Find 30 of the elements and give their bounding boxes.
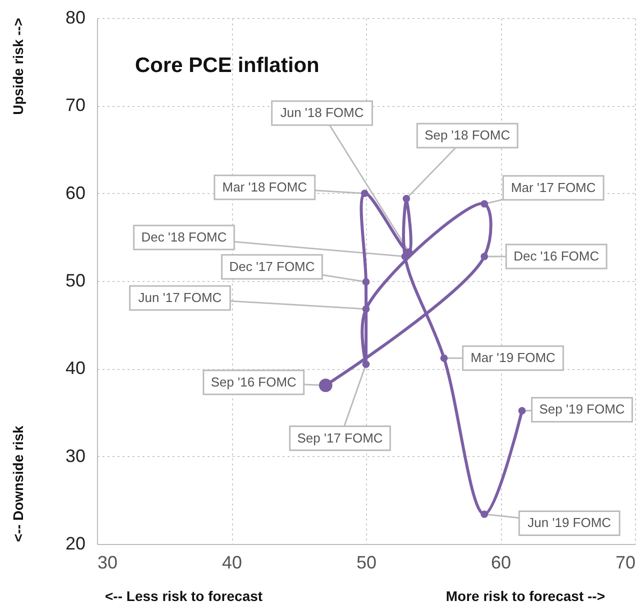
y-tick-label: 80 (65, 8, 86, 28)
y-tick-label: 60 (65, 182, 86, 203)
y-tick-label: 40 (65, 358, 86, 378)
annotation: Mar '19 FOMC (470, 350, 556, 366)
x-tick-label: 30 (98, 552, 118, 572)
annotation: Mar '17 FOMC (510, 180, 596, 195)
annotation: Sep '19 FOMC (539, 402, 625, 417)
text: Core PCE inflation (135, 54, 320, 77)
annotation: Sep '16 FOMC (210, 374, 296, 390)
annotation: Mar '18 FOMC (222, 179, 308, 194)
annotation: Jun '19 FOMC (528, 515, 612, 530)
x-tick-label: 40 (222, 552, 242, 572)
annotation: Sep '18 FOMC (424, 128, 510, 143)
x-tick-label: 70 (615, 552, 636, 572)
annotation: Dec '18 FOMC (141, 229, 227, 244)
y-tick-label: 50 (65, 270, 86, 290)
annotation: Dec '16 FOMC (514, 248, 600, 264)
annotation: Jun '17 FOMC (138, 290, 222, 306)
x-tick-label: 50 (356, 552, 377, 572)
y-tick-label: 20 (65, 534, 86, 554)
annotation: Jun '18 FOMC (280, 105, 364, 120)
y-tick-label: 30 (65, 446, 86, 466)
annotation: Dec '17 FOMC (229, 258, 315, 274)
x-tick-label: 60 (490, 552, 512, 572)
text: Upside risk --> (10, 18, 26, 115)
y-axis-title: <-- Downside risk (10, 425, 26, 542)
y-tick-label: 70 (65, 95, 86, 116)
text: More risk to forecast --> (446, 588, 605, 604)
annotation: Sep '17 FOMC (297, 430, 383, 446)
x-axis-title: <-- Less risk to forecast (105, 588, 263, 604)
